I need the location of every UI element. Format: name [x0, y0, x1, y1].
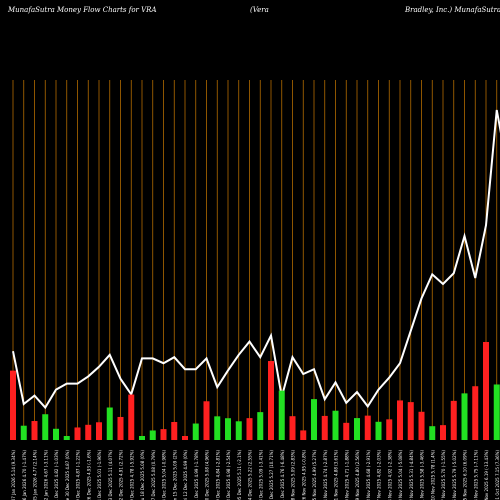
chart-title-part: Bradley, Inc.) MunafaSutra.com	[404, 6, 500, 14]
x-tick-label: Tue 25 Nov 2025 4.99 (5.27%)	[312, 450, 317, 500]
flow-bar	[31, 421, 38, 440]
flow-bar	[203, 401, 210, 440]
flow-bar	[214, 416, 221, 440]
x-tick-label: Mon 15 Dec 2025 5.09 (2%)	[172, 450, 177, 500]
x-tick-label: Fri 31 Oct 2025 7.15 (7.36%)	[495, 450, 500, 500]
x-tick-label: Mon 24 Nov 2025 4.74 (-2.87%)	[323, 450, 328, 500]
x-tick-label: Mon 08 Dec 2025 4.98 (-2.54%)	[226, 450, 231, 500]
flow-bar	[332, 410, 339, 440]
flow-bar	[257, 412, 264, 440]
x-tick-label: Tue 16 Dec 2025 5.04 (-0.98%)	[162, 450, 167, 500]
x-tick-label: Fri 14 Nov 2025 4.92 (-2.38%)	[387, 450, 392, 500]
x-tick-label: Tue 30 Dec 2025 4.87 (0%)	[65, 450, 70, 500]
flow-bar	[182, 436, 188, 440]
flow-bar	[278, 390, 285, 440]
flow-bar	[418, 411, 425, 440]
x-tick-label: Mon 17 Nov 2025 4.82 (-2.03%)	[377, 450, 382, 500]
x-tick-label: Tue 09 Dec 2025 4.84 (-2.81%)	[215, 450, 220, 500]
flow-bar	[364, 415, 371, 440]
flow-bar	[171, 422, 178, 440]
flow-bar	[139, 436, 145, 440]
x-tick-label: Tue 11 Nov 2025 5.58 (-3.46%)	[420, 450, 425, 500]
flow-bar	[483, 341, 489, 440]
flow-bar	[386, 419, 393, 440]
flow-bar	[268, 361, 274, 440]
flow-bar	[311, 399, 317, 440]
x-tick-label: Wed 10 Dec 2025 5.08 (4.96%)	[205, 450, 210, 500]
flow-bar	[53, 428, 59, 440]
flow-bar	[300, 430, 307, 440]
x-tick-label: Wed 03 Dec 2025 5.09 (-3.41%)	[258, 450, 263, 500]
x-tick-label: Thu 18 Dec 2025 5.08 (0%)	[140, 450, 145, 500]
flow-bar	[10, 370, 16, 440]
x-tick-label: Mon 05 Jan 2026 4.77 (2.14%)	[33, 450, 38, 500]
flow-bar	[117, 416, 124, 440]
flow-bar	[106, 407, 113, 440]
x-tick-label: Mon 29 Dec 2025 4.87 (-1.22%)	[76, 450, 81, 500]
flow-bar	[472, 386, 479, 440]
x-tick-label: Tue 02 Dec 2025 5.27 (10.71%)	[269, 450, 274, 500]
x-tick-label: Wed 19 Nov 2025 4.80 (2.56%)	[355, 450, 360, 500]
x-tick-label: Fri 21 Nov 2025 4.88 (3.61%)	[334, 450, 339, 500]
flow-bar	[128, 394, 135, 440]
x-tick-label: Tue 04 Nov 2025 5.75 (-7.11%)	[473, 450, 478, 500]
x-tick-label: Wed 26 Nov 2025 4.95 (-0.8%)	[301, 450, 306, 500]
x-tick-label: Tue 18 Nov 2025 4.68 (-2.91%)	[366, 450, 371, 500]
x-tick-label: Mon 10 Nov 2025 5.78 (1.4%)	[430, 450, 435, 500]
x-tick-label: Fri 12 Dec 2025 4.99 (0%)	[183, 450, 188, 500]
flow-bar	[397, 400, 403, 440]
x-tick-label: Fri 26 Dec 2025 4.93 (-1.6%)	[86, 450, 91, 500]
flow-bar	[20, 425, 27, 440]
flow-bar	[450, 400, 457, 440]
x-tick-label: Fri 05 Dec 2025 5.11 (-2.1%)	[237, 450, 242, 500]
flow-bar	[192, 423, 199, 440]
flow-bar	[440, 425, 446, 440]
flow-bar	[289, 416, 296, 440]
flow-bar	[493, 384, 500, 440]
flow-bar	[160, 429, 167, 440]
x-tick-label: Mon 22 Dec 2025 4.91 (2.72%)	[119, 450, 124, 500]
x-tick-label: Fri 07 Nov 2025 5.70 (-1.55%)	[441, 450, 446, 500]
x-tick-label: Thu 04 Dec 2025 5.22 (2.55%)	[248, 450, 253, 500]
flow-bar	[375, 421, 382, 440]
x-tick-label: Fri 19 Dec 2025 4.78 (-5.92%)	[129, 450, 134, 500]
flow-bar	[63, 436, 70, 440]
x-tick-label: Fri 02 Jan 2026 4.67 (-3.11%)	[43, 450, 48, 500]
flow-bar	[461, 393, 468, 440]
x-tick-label: Thu 20 Nov 2025 4.71 (-1.88%)	[344, 450, 349, 500]
price-line	[12, 109, 500, 410]
flow-bar	[42, 414, 49, 440]
x-tick-label: Thu 11 Dec 2025 4.99 (-1.78%)	[194, 450, 199, 500]
x-tick-label: Wed 05 Nov 2025 6.10 (6.09%)	[463, 450, 468, 500]
x-tick-label: Wed 31 Dec 2025 4.82 (-1.03%)	[54, 450, 59, 500]
x-tick-label: Mon 01 Dec 2025 4.76 (-6.48%)	[280, 450, 285, 500]
chart-title-part: MunafaSutra Money Flow Charts for VRA	[7, 6, 157, 14]
flow-bar	[321, 415, 328, 440]
flow-bar	[429, 426, 436, 440]
x-tick-label: Thu 13 Nov 2025 5.04 (-5.08%)	[398, 450, 403, 500]
flow-bar	[235, 421, 242, 440]
x-tick-label: Tue 23 Dec 2025 5.11 (4.07%)	[108, 450, 113, 500]
flow-bar	[225, 418, 231, 440]
flow-bar	[343, 422, 350, 440]
flow-bar	[96, 422, 102, 440]
x-tick-label: Fri 28 Nov 2025 5.09 (2.83%)	[291, 450, 296, 500]
x-tick-label: Wed 07 Jan 2026 5.14 (9.34%)	[11, 450, 16, 500]
x-tick-label: Wed 12 Nov 2025 5.31 (-4.84%)	[409, 450, 414, 500]
x-tick-label: Mon 03 Nov 2025 6.19 (-13.43%)	[484, 450, 489, 500]
x-tick-label: Wed 17 Dec 2025 5.08 (0.79%)	[151, 450, 156, 500]
x-tick-label: Thu 06 Nov 2025 5.79 (-5.02%)	[452, 450, 457, 500]
flow-bar	[354, 418, 360, 440]
flow-bar	[85, 424, 92, 440]
x-tick-label: Wed 24 Dec 2025 5.01 (-1.96%)	[97, 450, 102, 500]
flow-bar	[246, 418, 253, 440]
flow-bar	[74, 427, 81, 440]
x-tick-label: Tue 06 Jan 2026 4.70 (-1.47%)	[22, 450, 27, 500]
flow-bar	[149, 430, 156, 440]
chart-title-part: (Vera	[250, 6, 269, 14]
flow-bar	[407, 402, 414, 440]
